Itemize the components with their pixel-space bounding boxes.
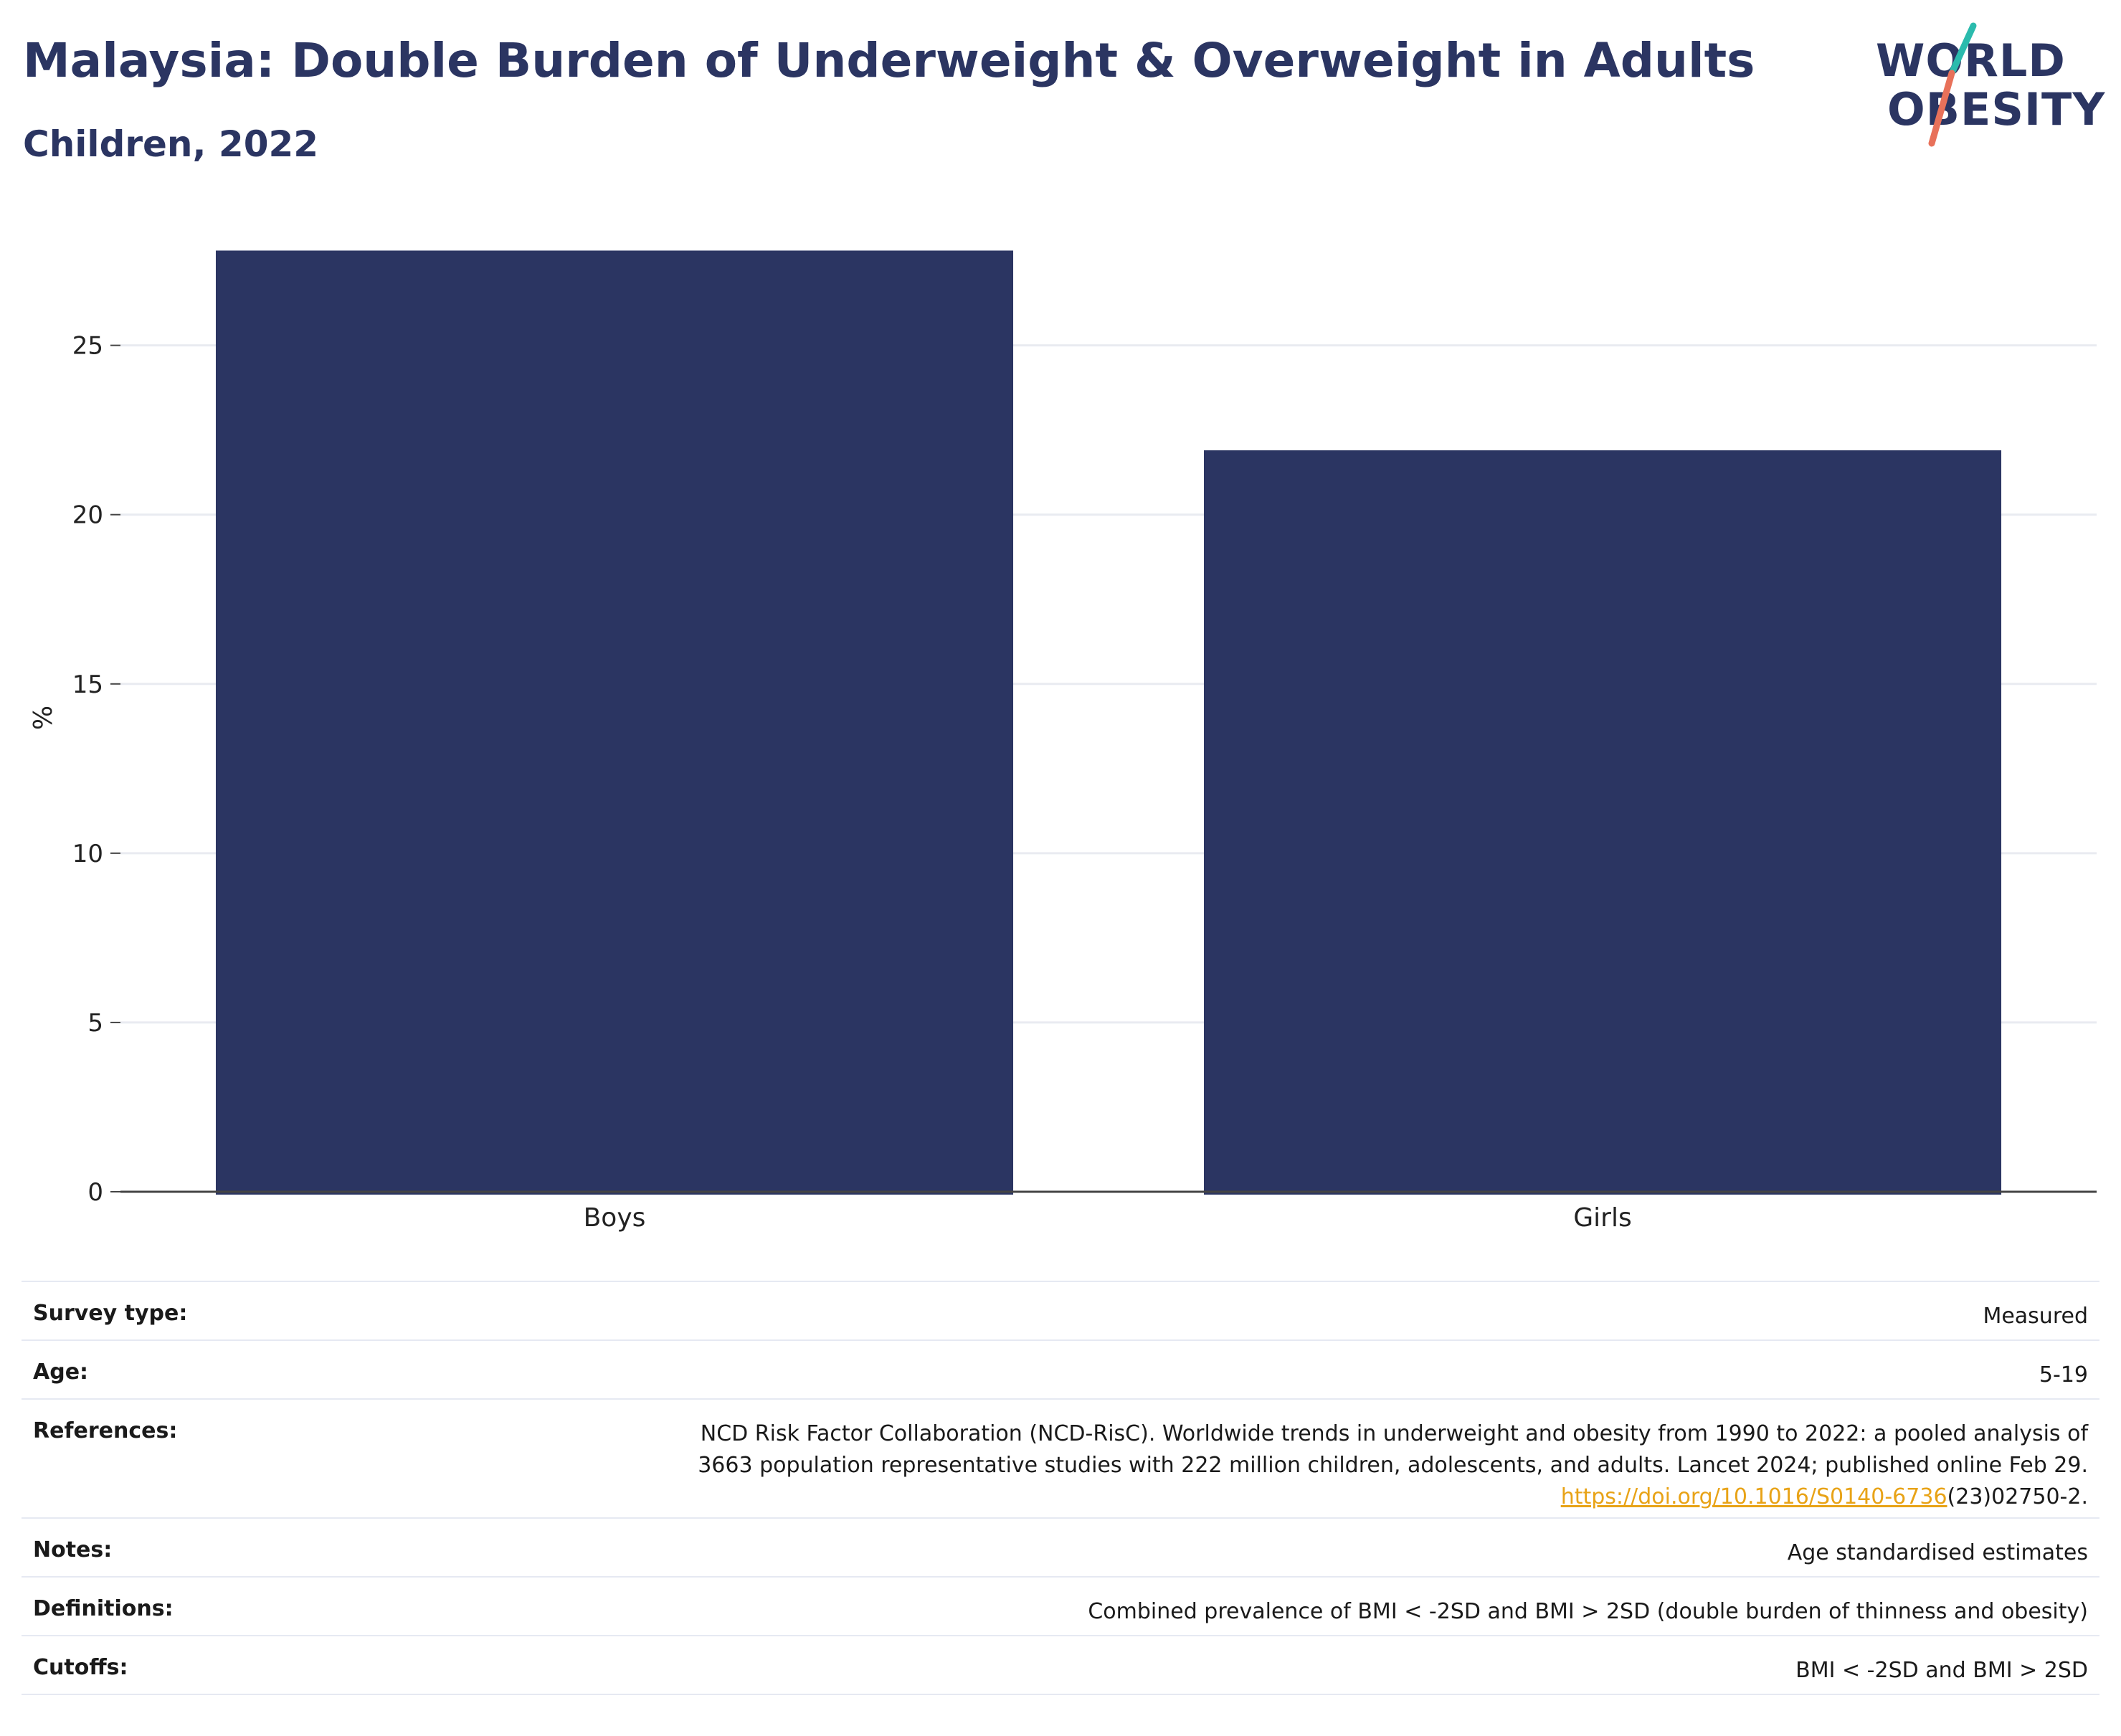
info-value: NCD Risk Factor Collaboration (NCD-RisC)… bbox=[374, 1399, 2099, 1518]
info-value: Age standardised estimates bbox=[1787, 1540, 2088, 1565]
info-value: BMI < -2SD and BMI > 2SD bbox=[1795, 1658, 2088, 1683]
reference-line-2: 3663 population representative studies w… bbox=[698, 1453, 2088, 1478]
info-key: Definitions: bbox=[33, 1596, 174, 1621]
info-row-definitions: Definitions: Combined prevalence of BMI … bbox=[22, 1577, 2099, 1636]
x-tick-label: Boys bbox=[584, 1203, 646, 1233]
info-key: Age: bbox=[33, 1360, 89, 1385]
reference-line-1: NCD Risk Factor Collaboration (NCD-RisC)… bbox=[700, 1421, 2088, 1446]
y-tick-label: 0 bbox=[87, 1178, 103, 1207]
info-key: Notes: bbox=[33, 1537, 113, 1562]
bar-boys bbox=[215, 250, 1014, 1195]
y-tick-label: 5 bbox=[87, 1009, 103, 1038]
doi-link-tail: (23)02750-2. bbox=[1947, 1484, 2088, 1509]
chart-title: Malaysia: Double Burden of Underweight &… bbox=[23, 33, 1755, 88]
x-tick-label: Girls bbox=[1573, 1203, 1631, 1233]
info-key: Survey type: bbox=[33, 1301, 188, 1326]
y-axis-label: % bbox=[29, 706, 58, 730]
info-table: Survey type: Measured Age: 5-19 Referenc… bbox=[22, 1281, 2099, 1695]
y-tick-label: 15 bbox=[72, 670, 103, 699]
y-tick-label: 20 bbox=[72, 501, 103, 530]
info-key: References: bbox=[33, 1418, 178, 1443]
logo-word-world: WORLD bbox=[1876, 34, 2066, 87]
bar-chart: 0 5 10 15 20 25% Boys Girls bbox=[29, 250, 2097, 1233]
info-row-notes: Notes: Age standardised estimates bbox=[22, 1518, 2099, 1577]
bar-girls bbox=[1203, 450, 2002, 1195]
y-tick-label: 25 bbox=[72, 332, 103, 361]
info-value: Measured bbox=[1983, 1304, 2088, 1329]
info-key: Cutoffs: bbox=[33, 1655, 128, 1680]
logo-word-obesity: OBESITY bbox=[1887, 83, 2106, 136]
info-row-references: References: NCD Risk Factor Collaboratio… bbox=[22, 1399, 2099, 1518]
info-value: 5-19 bbox=[2039, 1362, 2088, 1388]
info-row-age: Age: 5-19 bbox=[22, 1340, 2099, 1399]
world-obesity-logo: WORLD OBESITY bbox=[1863, 22, 2107, 151]
info-row-cutoffs: Cutoffs: BMI < -2SD and BMI > 2SD bbox=[22, 1636, 2099, 1694]
logo-slash-icon bbox=[1928, 22, 1977, 147]
chart-subtitle: Children, 2022 bbox=[23, 123, 319, 165]
reference-line-3: https://doi.org/10.1016/S0140-6736(23)02… bbox=[386, 1481, 2088, 1513]
info-row-survey-type: Survey type: Measured bbox=[22, 1281, 2099, 1340]
doi-link[interactable]: https://doi.org/10.1016/S0140-6736 bbox=[1560, 1484, 1947, 1509]
info-value: Combined prevalence of BMI < -2SD and BM… bbox=[1088, 1599, 2088, 1624]
y-tick-label: 10 bbox=[72, 840, 103, 868]
